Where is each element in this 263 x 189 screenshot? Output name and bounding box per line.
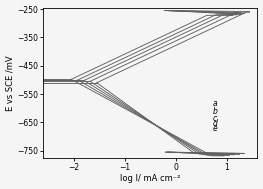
Text: d: d	[213, 119, 218, 128]
Y-axis label: E vs SCE /mV: E vs SCE /mV	[6, 55, 14, 111]
Text: b: b	[213, 107, 218, 116]
Text: a: a	[213, 99, 217, 108]
Text: c: c	[213, 114, 217, 123]
Text: e: e	[213, 124, 217, 133]
X-axis label: log I/ mA cm⁻²: log I/ mA cm⁻²	[120, 174, 180, 184]
